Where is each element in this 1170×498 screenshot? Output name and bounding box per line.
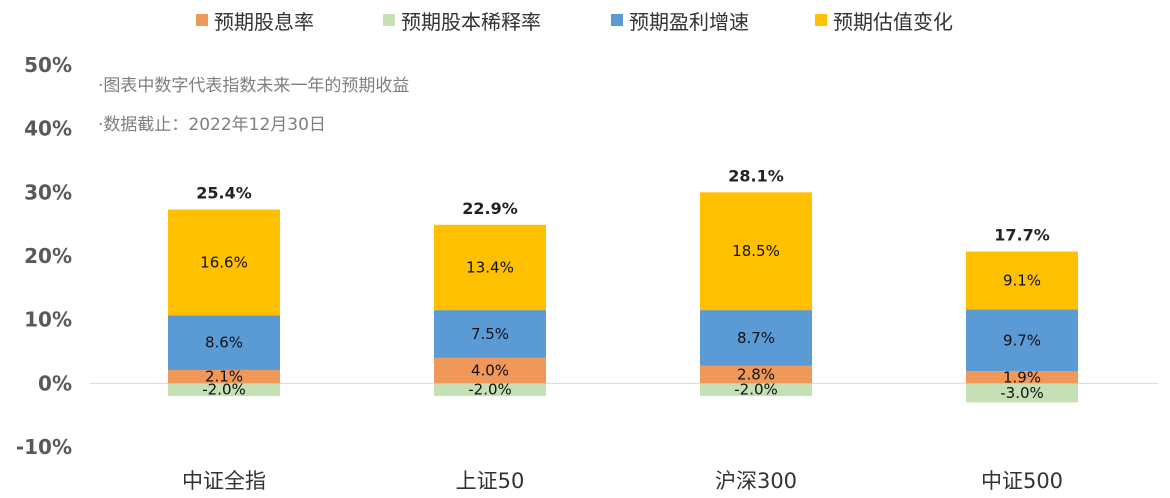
x-axis: 中证全指 上证50 沪深300 中证500 xyxy=(182,469,1063,493)
legend-label: 预期盈利增速 xyxy=(629,10,749,34)
y-tick-label: 50% xyxy=(24,53,72,77)
data-label: -2.0% xyxy=(202,381,246,399)
bar-segment xyxy=(700,365,812,384)
bar-segment xyxy=(168,315,280,370)
legend-label: 预期股本稀释率 xyxy=(401,10,541,34)
bar-segment xyxy=(966,309,1078,372)
bar-segment xyxy=(434,224,546,311)
bar-segment-dilution xyxy=(700,383,812,397)
total-label: 17.7% xyxy=(994,226,1050,245)
total-label: 22.9% xyxy=(462,199,518,218)
x-tick-label: 中证全指 xyxy=(182,469,266,493)
data-label: 16.6% xyxy=(200,253,248,271)
x-tick-label: 上证50 xyxy=(456,469,525,493)
data-label: 1.9% xyxy=(1003,368,1041,386)
bar-segment xyxy=(434,357,546,384)
y-tick-label: -10% xyxy=(16,435,72,459)
legend-swatch xyxy=(196,14,208,26)
bar-segment xyxy=(700,310,812,366)
bar-segment xyxy=(168,209,280,316)
annotation-text: ·图表中数字代表指数未来一年的预期收益 xyxy=(98,76,409,96)
legend-label: 预期估值变化 xyxy=(833,10,953,34)
data-label: 18.5% xyxy=(732,242,780,260)
bar-segment xyxy=(700,192,812,311)
bar-segment xyxy=(434,310,546,358)
data-label: -2.0% xyxy=(734,381,778,399)
legend-swatch xyxy=(815,14,827,26)
bar-segment-dilution xyxy=(434,383,546,397)
legend-swatch xyxy=(611,14,623,26)
annotations: ·图表中数字代表指数未来一年的预期收益 ·数据截止：2022年12月30日 xyxy=(98,76,409,135)
bar-segment xyxy=(966,371,1078,384)
legend-swatch xyxy=(383,14,395,26)
data-label: 7.5% xyxy=(471,325,509,343)
y-tick-label: 20% xyxy=(24,244,72,268)
legend: 预期股息率 预期股本稀释率 预期盈利增速 预期估值变化 xyxy=(196,10,953,34)
data-label: -2.0% xyxy=(468,381,512,399)
data-label: -3.0% xyxy=(1000,384,1044,402)
data-label: 2.1% xyxy=(205,368,243,386)
bars: -2.0%2.1%8.6%16.6%25.4%-2.0%4.0%7.5%13.4… xyxy=(168,166,1078,403)
data-label: 8.7% xyxy=(737,329,775,347)
x-tick-label: 沪深300 xyxy=(715,469,797,493)
bar-segment-dilution xyxy=(966,383,1078,403)
data-label: 9.7% xyxy=(1003,331,1041,349)
data-label: 2.8% xyxy=(737,365,775,383)
total-label: 28.1% xyxy=(728,166,784,185)
legend-label: 预期股息率 xyxy=(214,10,314,34)
bar-segment xyxy=(168,369,280,384)
data-label: 8.6% xyxy=(205,334,243,352)
bar-segment xyxy=(966,251,1078,310)
y-tick-label: 40% xyxy=(24,117,72,141)
x-tick-label: 中证500 xyxy=(981,469,1063,493)
y-tick-label: 30% xyxy=(24,180,72,204)
y-tick-label: 10% xyxy=(24,308,72,332)
data-label: 13.4% xyxy=(466,258,514,276)
y-tick-label: 0% xyxy=(38,371,72,395)
bar-segment-dilution xyxy=(168,383,280,397)
data-label: 4.0% xyxy=(471,362,509,380)
total-label: 25.4% xyxy=(196,184,252,203)
annotation-text: ·数据截止：2022年12月30日 xyxy=(98,115,326,135)
data-label: 9.1% xyxy=(1003,272,1041,290)
